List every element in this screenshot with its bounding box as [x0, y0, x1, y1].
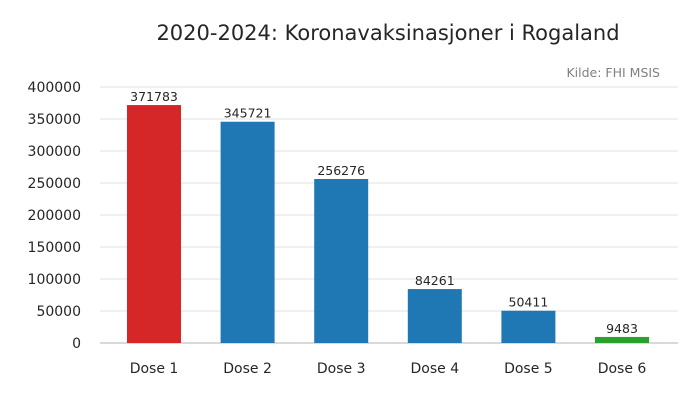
bar — [127, 105, 181, 343]
y-tick-label: 350000 — [28, 112, 81, 128]
bar — [314, 178, 369, 343]
y-tick-label: 100000 — [28, 272, 81, 288]
bar — [595, 336, 649, 343]
data-label: 50411 — [509, 295, 549, 310]
data-label: 371783 — [130, 89, 178, 104]
y-tick-label: 200000 — [28, 208, 81, 224]
x-tick-label: Dose 3 — [317, 361, 366, 377]
chart-title: 2020-2024: Koronavaksinasjoner i Rogalan… — [156, 21, 619, 45]
data-labels: 371783 345721 256276 84261 50411 9483 — [130, 89, 638, 336]
y-tick-label: 0 — [72, 336, 81, 352]
y-tick-label: 300000 — [28, 144, 81, 160]
gridlines — [100, 86, 678, 344]
x-axis: Dose 1 Dose 2 Dose 3 Dose 4 Dose 5 Dose 6 — [130, 361, 647, 377]
bar — [220, 121, 275, 344]
y-tick-label: 400000 — [28, 80, 81, 96]
y-tick-label: 50000 — [36, 304, 81, 320]
x-tick-label: Dose 6 — [598, 361, 647, 377]
bars — [127, 105, 649, 344]
data-label: 256276 — [317, 163, 365, 178]
bar — [501, 310, 556, 343]
x-tick-label: Dose 1 — [130, 361, 179, 377]
x-tick-label: Dose 4 — [410, 361, 459, 377]
source-note: Kilde: FHI MSIS — [566, 65, 660, 80]
y-tick-label: 150000 — [28, 240, 81, 256]
data-label: 84261 — [415, 273, 455, 288]
bar — [407, 289, 462, 343]
x-tick-label: Dose 5 — [504, 361, 553, 377]
data-label: 9483 — [606, 321, 638, 336]
y-tick-label: 250000 — [28, 176, 81, 192]
data-label: 345721 — [224, 106, 272, 121]
x-tick-label: Dose 2 — [223, 361, 272, 377]
y-axis: 0 50000 100000 150000 200000 250000 300000 3500… — [28, 80, 81, 352]
